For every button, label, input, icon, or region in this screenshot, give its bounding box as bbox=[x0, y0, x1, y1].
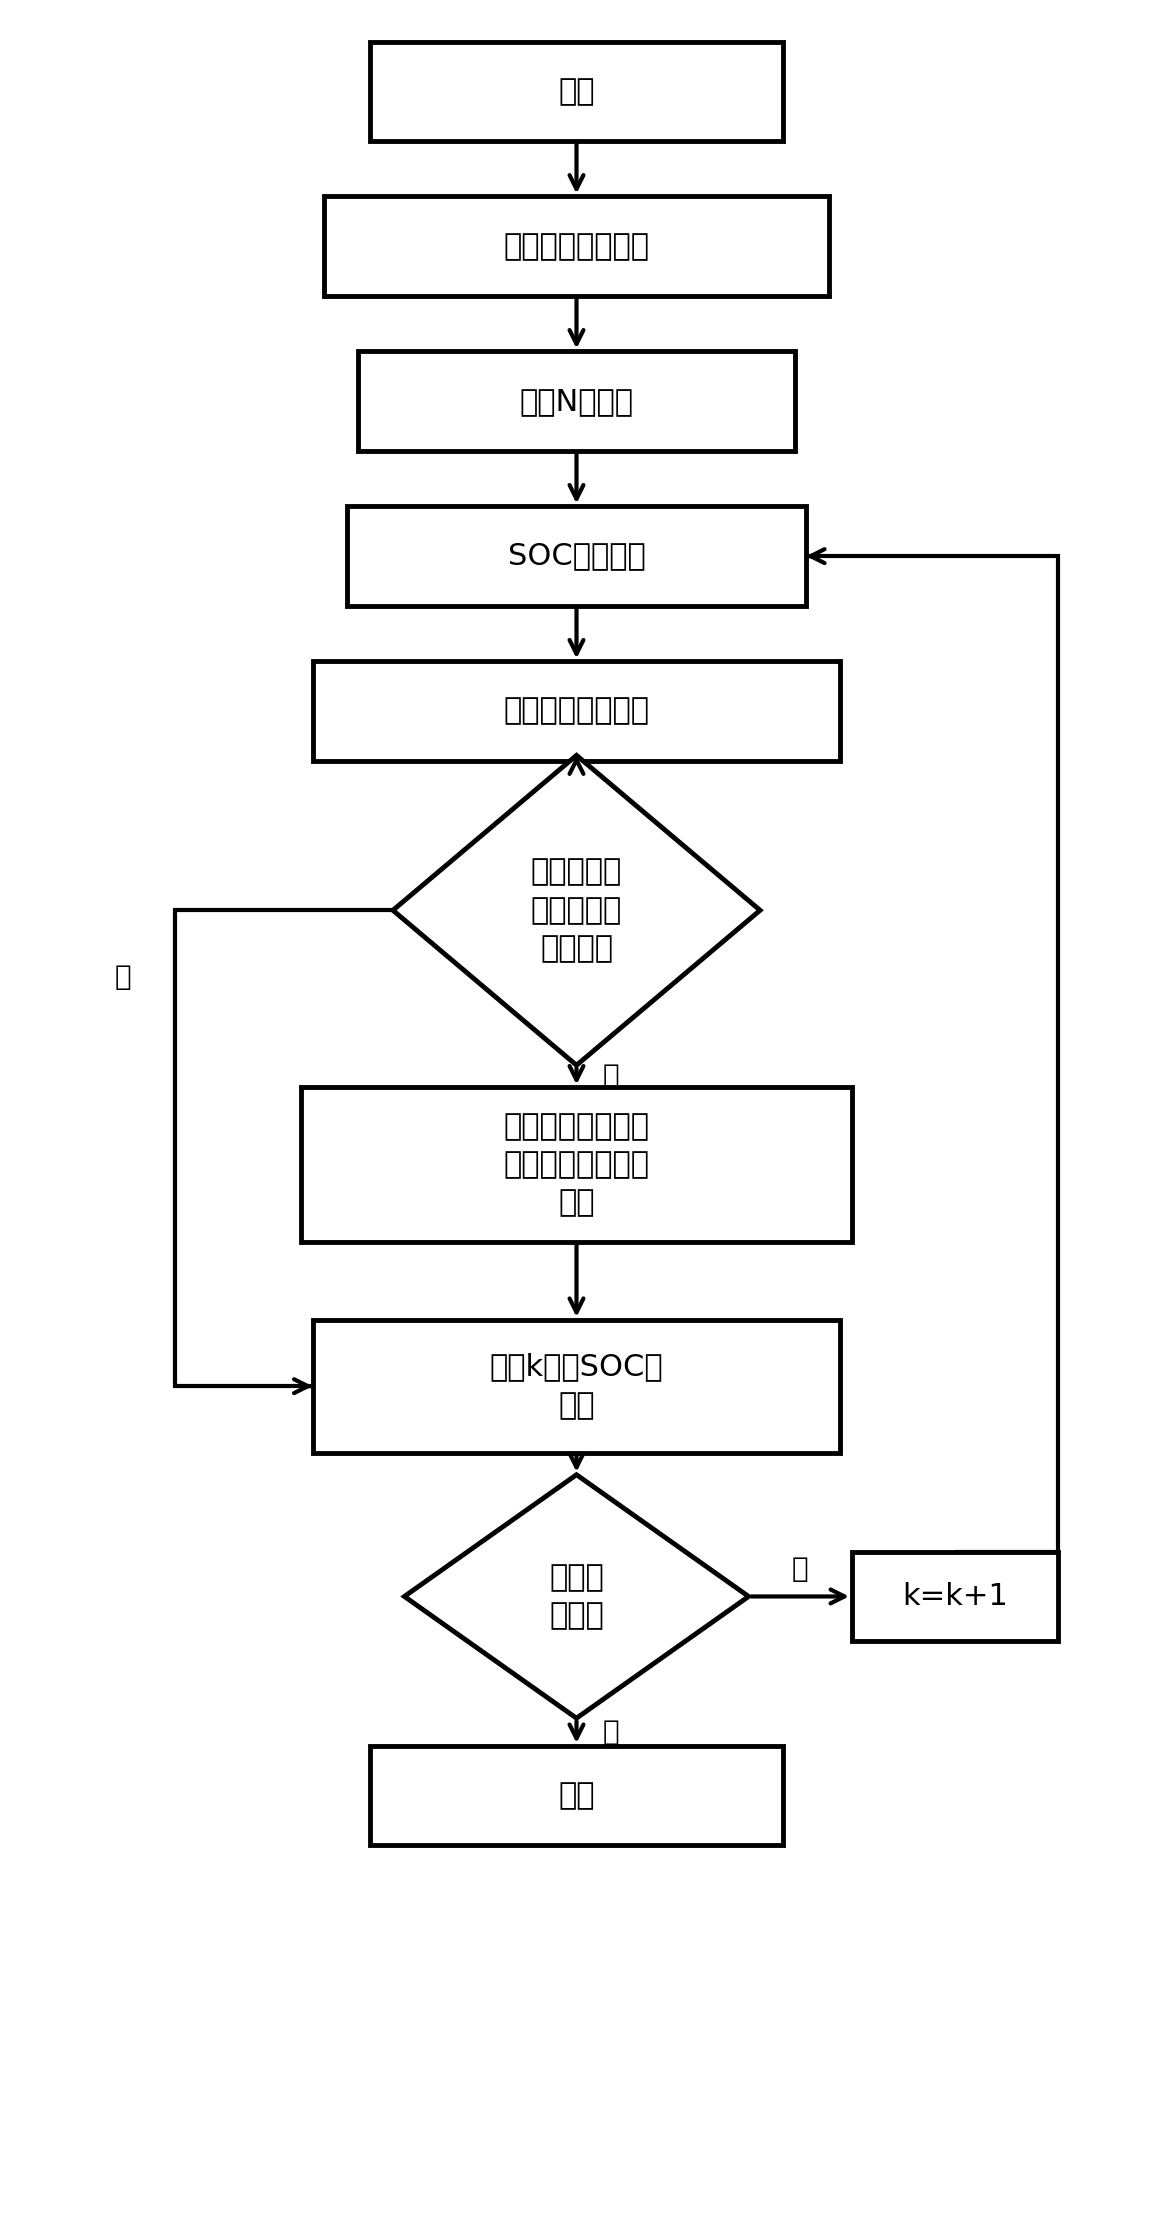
Bar bbox=[312, 1320, 841, 1453]
Text: 是: 是 bbox=[603, 1063, 619, 1090]
Text: 更新权值并归一化: 更新权值并归一化 bbox=[504, 697, 649, 726]
Polygon shape bbox=[405, 1476, 748, 1718]
Bar bbox=[359, 351, 794, 450]
Bar bbox=[370, 42, 783, 142]
Text: 是: 是 bbox=[603, 1718, 619, 1746]
Text: 否: 否 bbox=[115, 963, 131, 990]
Text: 否: 否 bbox=[792, 1556, 808, 1582]
Text: 初始化，设置参数: 初始化，设置参数 bbox=[504, 231, 649, 262]
Bar bbox=[370, 1746, 783, 1846]
Bar bbox=[301, 1087, 852, 1243]
Text: 计算k时刻SOC估
计值: 计算k时刻SOC估 计值 bbox=[490, 1354, 663, 1420]
Text: 判断是
否结束: 判断是 否结束 bbox=[549, 1562, 604, 1631]
Text: SOC状态预测: SOC状态预测 bbox=[507, 541, 646, 570]
Text: 评估有效粒
子，判断是
否重采样: 评估有效粒 子，判断是 否重采样 bbox=[530, 857, 623, 963]
Text: k=k+1: k=k+1 bbox=[902, 1582, 1008, 1611]
Bar bbox=[312, 661, 841, 761]
Text: 开始: 开始 bbox=[558, 78, 595, 107]
Text: 结束: 结束 bbox=[558, 1782, 595, 1811]
Bar bbox=[347, 506, 806, 606]
Bar bbox=[852, 1551, 1058, 1640]
Text: 产生N个粒子: 产生N个粒子 bbox=[520, 386, 633, 415]
Bar bbox=[324, 197, 829, 295]
Text: 用人工免疫算法对
粒子克隆，变异，
优选: 用人工免疫算法对 粒子克隆，变异， 优选 bbox=[504, 1112, 649, 1218]
Polygon shape bbox=[393, 754, 760, 1065]
